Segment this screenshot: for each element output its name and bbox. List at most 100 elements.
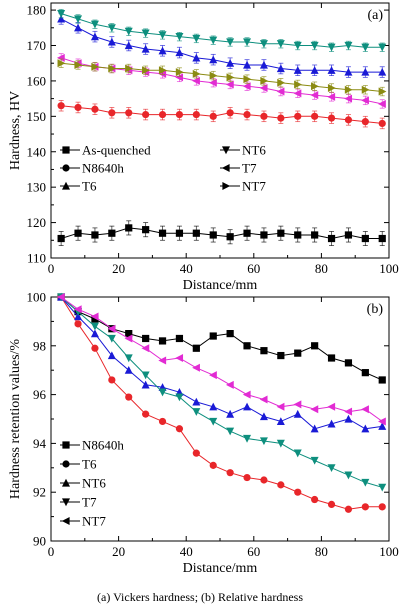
data-point	[175, 48, 184, 57]
data-point	[361, 67, 370, 76]
data-point	[327, 66, 336, 74]
data-point	[327, 43, 336, 52]
data-point	[209, 461, 217, 469]
data-point	[192, 408, 201, 416]
data-point	[108, 376, 116, 384]
series-3	[57, 13, 387, 78]
legend-marker	[62, 164, 70, 172]
legend-label: NT6	[82, 476, 106, 491]
data-point	[107, 37, 116, 46]
legend-label: NT6	[242, 143, 266, 158]
data-point	[327, 84, 336, 92]
legend-item: T7	[60, 495, 97, 510]
data-point	[378, 87, 387, 96]
data-point	[124, 354, 133, 363]
data-point	[175, 110, 184, 119]
data-point	[361, 85, 370, 94]
y-tick-label: 130	[27, 180, 47, 195]
data-point	[192, 34, 201, 43]
data-point	[56, 53, 65, 62]
data-point	[74, 60, 83, 69]
data-point	[141, 44, 150, 53]
x-tick-label: 80	[315, 544, 328, 559]
data-point	[378, 43, 387, 52]
data-point	[56, 293, 65, 301]
data-point	[108, 64, 117, 73]
x-tick-label: 60	[247, 261, 260, 276]
y-tick-label: 120	[27, 215, 47, 230]
data-point	[310, 424, 319, 433]
x-tick-label: 60	[247, 544, 260, 559]
data-point	[276, 417, 285, 426]
data-point	[243, 110, 251, 119]
data-point	[243, 473, 251, 482]
data-point	[125, 393, 133, 401]
legend-marker	[62, 498, 70, 507]
series-line	[60, 296, 383, 488]
data-point	[378, 422, 387, 430]
data-point	[57, 234, 65, 243]
y-axis-label: Hardness retention values/%	[8, 339, 23, 500]
data-point	[344, 116, 353, 124]
data-point	[361, 405, 369, 414]
data-point	[192, 344, 200, 352]
data-point	[277, 114, 285, 122]
data-point	[293, 409, 302, 418]
series-2	[57, 99, 386, 130]
data-point	[259, 412, 268, 421]
data-point	[57, 10, 66, 18]
data-point	[141, 371, 150, 380]
data-point	[226, 73, 235, 82]
data-point	[259, 60, 268, 69]
legend-marker	[222, 146, 230, 155]
legend-label: N8640h	[82, 438, 124, 453]
data-point	[226, 469, 234, 477]
panel-label: (b)	[367, 302, 384, 317]
legend-marker	[62, 181, 70, 190]
data-point	[378, 119, 386, 128]
data-point	[124, 366, 133, 374]
data-point	[209, 332, 217, 340]
series-1	[57, 220, 386, 247]
series-5	[56, 293, 386, 426]
data-point	[175, 68, 184, 77]
legend-item: T6	[60, 457, 97, 472]
data-point	[243, 402, 252, 411]
data-point	[209, 112, 217, 120]
x-axis-label: Distance/mm	[183, 278, 258, 293]
series-line	[60, 13, 383, 48]
data-point	[209, 36, 218, 45]
y-tick-label: 90	[33, 534, 46, 549]
data-point	[378, 376, 386, 384]
data-point	[108, 229, 116, 237]
data-point	[91, 105, 99, 113]
data-point	[260, 347, 268, 355]
data-point	[125, 224, 133, 232]
data-point	[91, 315, 99, 323]
data-point	[57, 59, 66, 68]
legend-item: N8640h	[60, 161, 124, 176]
data-point	[260, 112, 268, 120]
series-4	[57, 293, 387, 492]
data-point	[158, 388, 167, 397]
data-point	[209, 417, 218, 426]
data-point	[142, 410, 150, 418]
y-axis-label: Hardness, HV	[8, 91, 23, 170]
x-tick-label: 40	[180, 261, 193, 276]
data-point	[158, 417, 167, 426]
series-line	[60, 18, 383, 73]
data-point	[243, 60, 252, 69]
series-6	[57, 58, 387, 97]
legend-label: T6	[82, 457, 97, 472]
data-point	[260, 76, 269, 85]
chart-panel-2: 0 20 40 60 80 100 90 92 94 96 98 100 Distance/mm Hard…	[8, 290, 399, 577]
data-point	[310, 405, 319, 414]
data-point	[175, 33, 184, 41]
data-point	[225, 80, 234, 89]
data-point	[142, 110, 150, 119]
data-point	[90, 329, 99, 338]
data-point	[74, 229, 82, 237]
data-point	[294, 488, 302, 496]
legend-marker	[221, 164, 230, 172]
legend-item: NT6	[220, 143, 266, 158]
